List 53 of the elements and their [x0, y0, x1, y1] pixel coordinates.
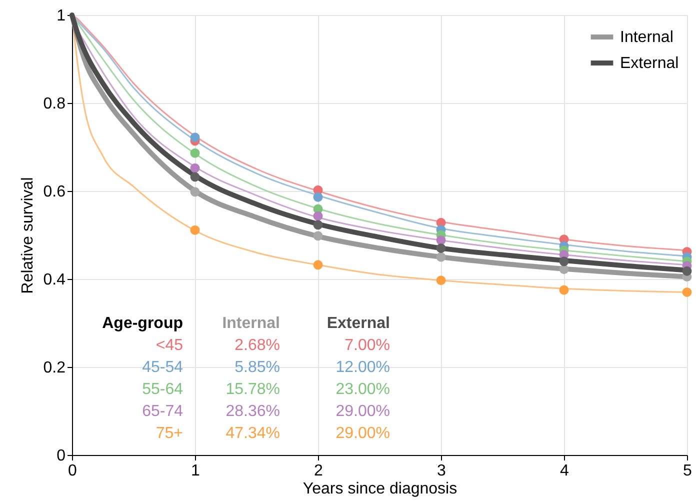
y-tick-label: 0.6: [43, 184, 66, 200]
y-tick-label: 0.8: [43, 96, 66, 112]
x-tick-label: 0: [68, 462, 78, 480]
point: [436, 236, 446, 246]
annotation: 15.78%: [226, 381, 280, 398]
annotation: 28.36%: [226, 403, 280, 420]
annotation: <45: [156, 337, 184, 354]
point: [436, 252, 446, 262]
y-tick-label: 0.2: [43, 360, 66, 376]
point: [313, 260, 323, 270]
x-tick-label: 4: [560, 462, 570, 480]
annotation: 29.00%: [336, 425, 390, 442]
annotation: 23.00%: [336, 381, 390, 398]
x-tick-label: 1: [191, 462, 200, 480]
point: [436, 243, 446, 253]
legend-label: External: [620, 55, 679, 72]
y-axis-title: Relative survival: [19, 177, 36, 294]
y-tick-label: 0: [56, 448, 66, 464]
x-axis-title: Years since diagnosis: [302, 480, 458, 498]
point: [682, 266, 692, 276]
point: [313, 220, 323, 230]
point: [190, 163, 200, 173]
annotation: 45-54: [142, 359, 184, 376]
annotation: 55-64: [142, 381, 184, 398]
annotation: 47.34%: [226, 425, 280, 442]
annotation: Age-group: [102, 315, 184, 332]
point: [313, 192, 323, 202]
annotation: 65-74: [142, 403, 184, 420]
y-tick-label: 1: [56, 8, 66, 24]
annotation: 2.68%: [234, 337, 280, 354]
x-tick-label: 5: [683, 462, 692, 480]
point: [190, 187, 200, 197]
point: [190, 148, 200, 158]
point: [313, 231, 323, 241]
x-tick-label: 3: [437, 462, 446, 480]
annotation: 29.00%: [336, 403, 390, 420]
legend-label: Internal: [620, 29, 674, 46]
point: [436, 276, 446, 286]
point: [682, 287, 692, 297]
point: [190, 172, 200, 182]
annotation: 75+: [156, 425, 183, 442]
point: [190, 225, 200, 235]
x-tick-label: 2: [314, 462, 324, 480]
point: [559, 256, 569, 266]
annotation: Internal: [222, 315, 280, 332]
y-tick-label: 0.4: [43, 272, 66, 288]
point: [313, 211, 323, 221]
annotation: 5.85%: [234, 359, 280, 376]
annotation: 7.00%: [344, 337, 390, 354]
point: [190, 132, 200, 142]
point: [559, 285, 569, 295]
annotation: 12.00%: [336, 359, 390, 376]
annotation: External: [326, 315, 390, 332]
